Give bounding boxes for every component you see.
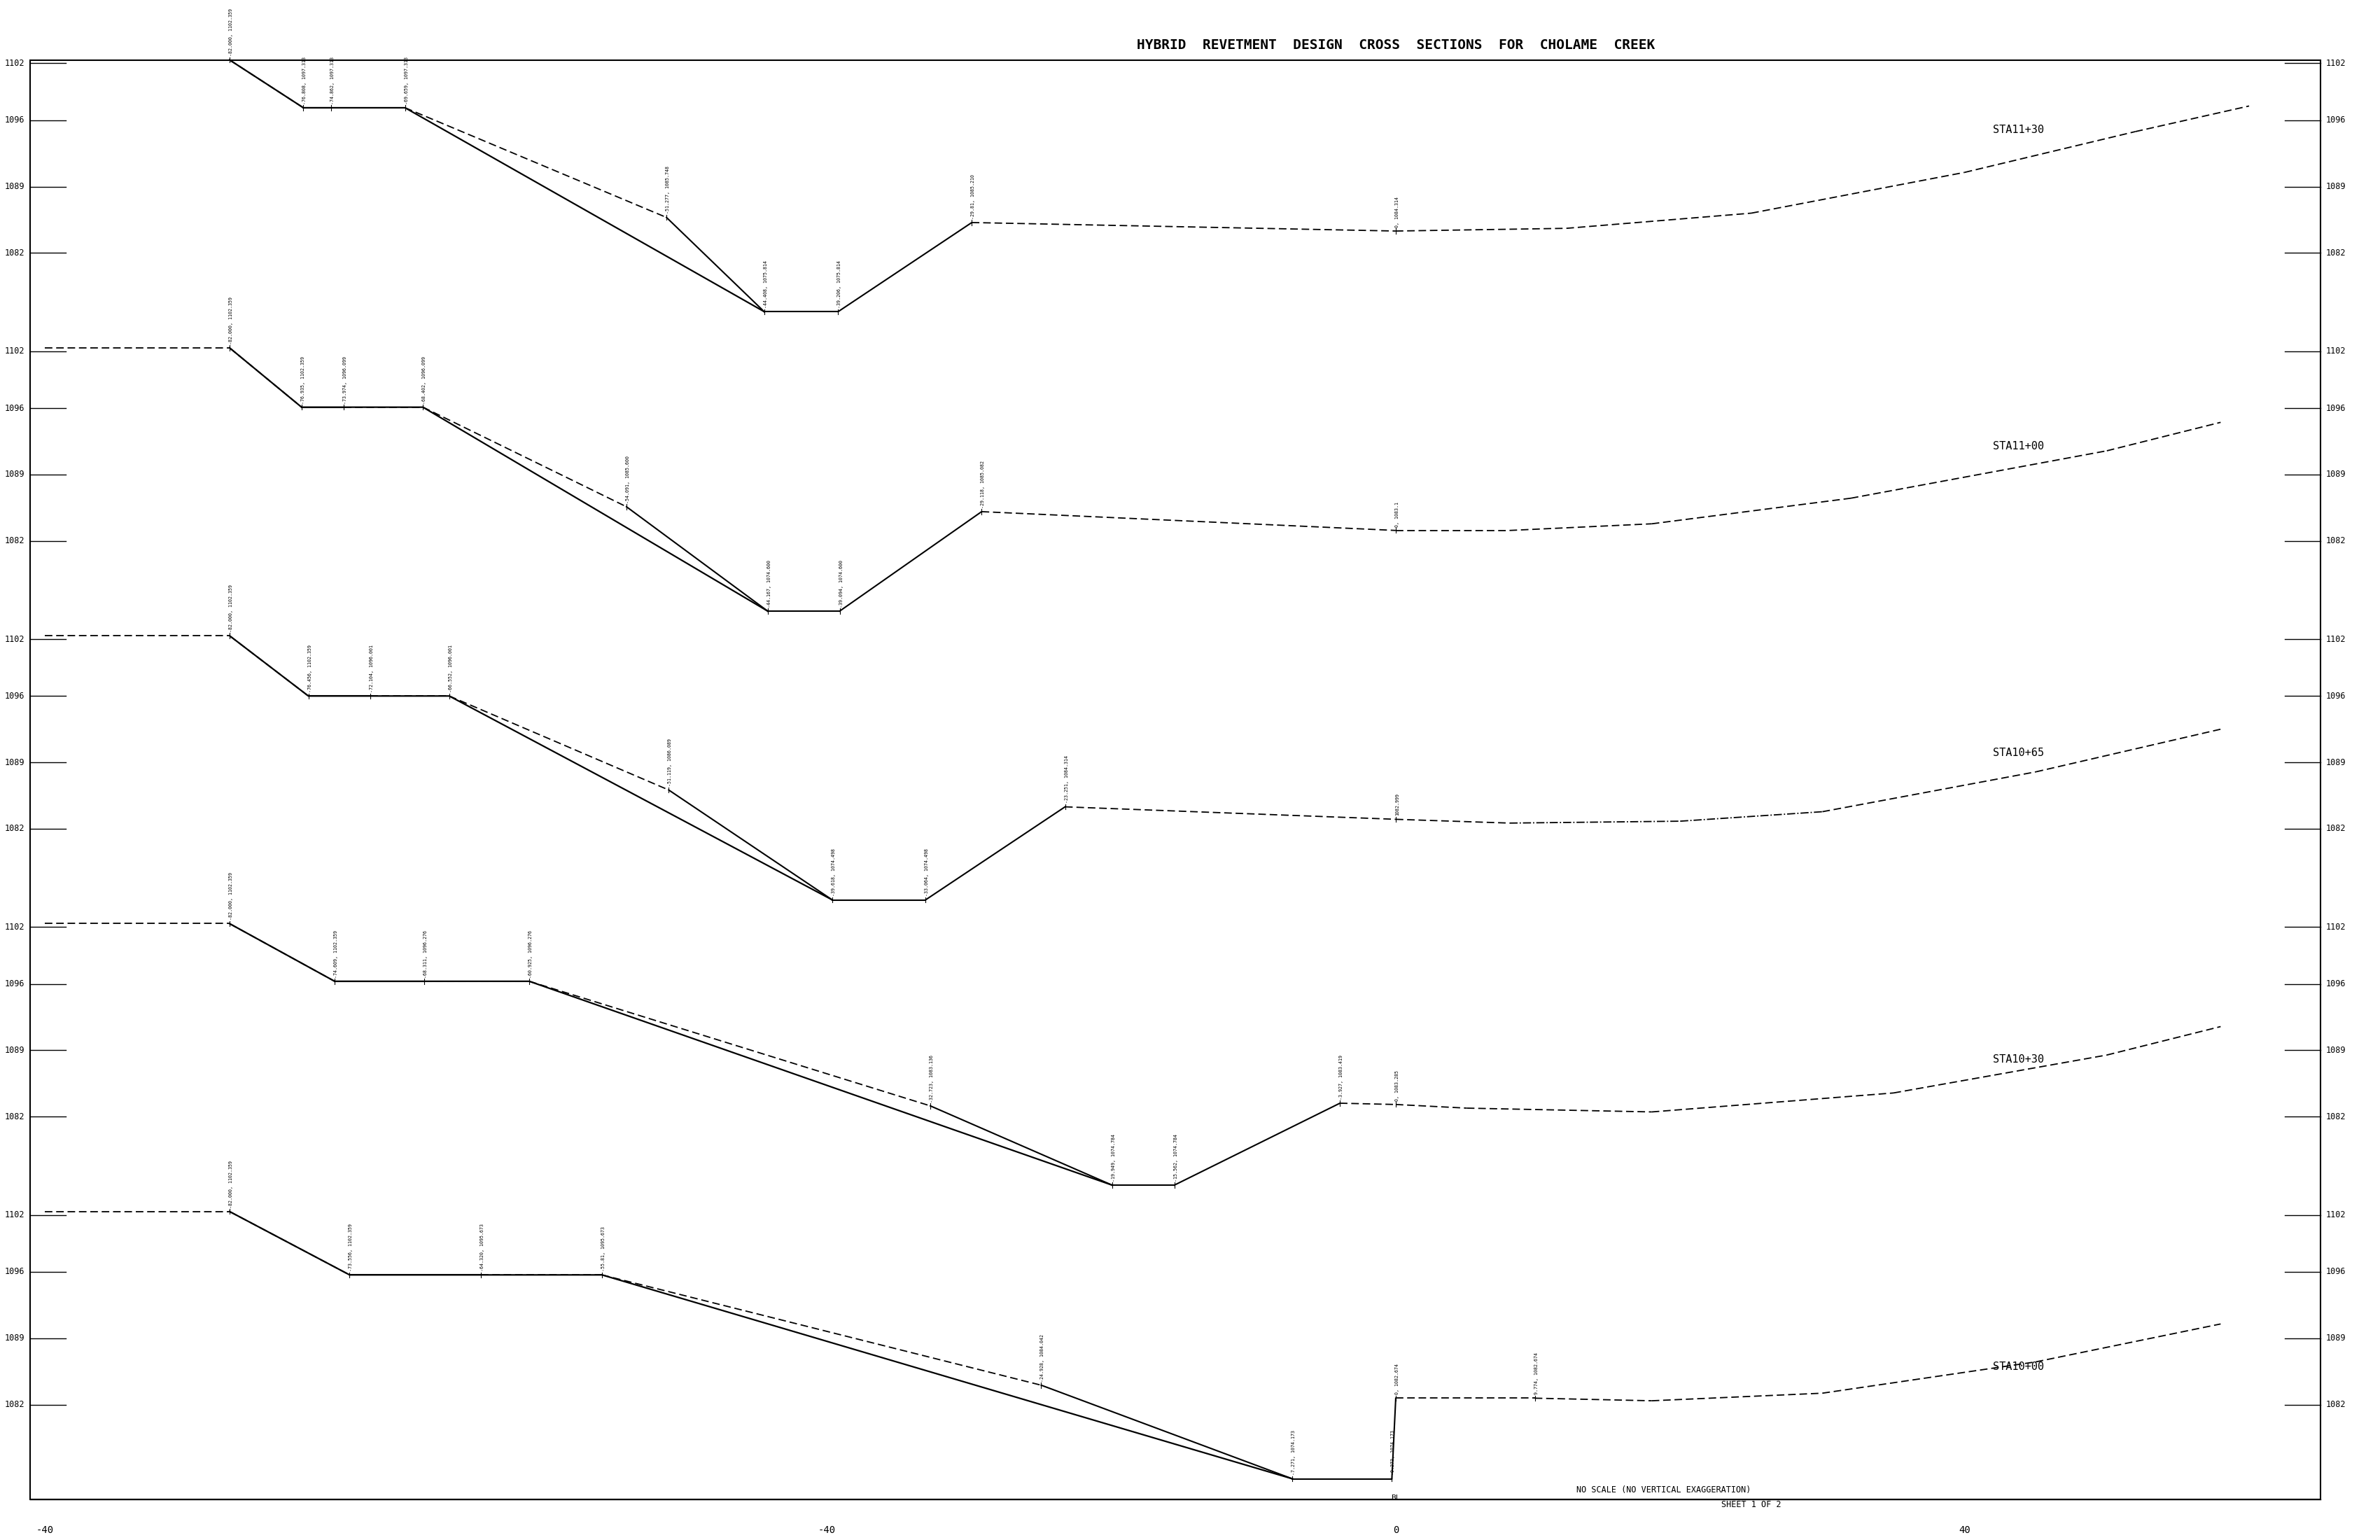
Text: -19.949, 1074.784: -19.949, 1074.784 — [1111, 1133, 1116, 1181]
Text: STA10+65: STA10+65 — [1992, 747, 2044, 758]
Text: -74.862, 1097.313: -74.862, 1097.313 — [331, 57, 336, 105]
Text: 1089: 1089 — [5, 1334, 24, 1343]
Text: -33.064, 1074.498: -33.064, 1074.498 — [926, 849, 928, 896]
Text: 1096: 1096 — [2325, 691, 2347, 701]
Text: 1102: 1102 — [2325, 1210, 2347, 1220]
Text: 1089: 1089 — [2325, 1334, 2347, 1343]
Text: 1082: 1082 — [2325, 824, 2347, 833]
Text: 1089: 1089 — [5, 182, 24, 191]
Text: -29.81, 1085.210: -29.81, 1085.210 — [971, 174, 976, 219]
Text: -76.935, 1102.359: -76.935, 1102.359 — [300, 356, 305, 403]
Text: 1096: 1096 — [2325, 1267, 2347, 1277]
Text: 0, 1083.1: 0, 1083.1 — [1395, 502, 1399, 527]
Text: 1089: 1089 — [2325, 1046, 2347, 1055]
Text: -0.273, 1074.173: -0.273, 1074.173 — [1392, 1431, 1395, 1475]
Text: -68.311, 1096.276: -68.311, 1096.276 — [424, 930, 428, 978]
Text: 1102: 1102 — [2325, 634, 2347, 644]
Text: -32.723, 1083.136: -32.723, 1083.136 — [931, 1055, 933, 1103]
Text: -24.928, 1084.042: -24.928, 1084.042 — [1040, 1334, 1045, 1381]
Text: 1096: 1096 — [5, 403, 24, 413]
Text: -40: -40 — [819, 1525, 835, 1535]
Text: 1082: 1082 — [2325, 536, 2347, 545]
Text: -69.659, 1097.313: -69.659, 1097.313 — [405, 57, 409, 105]
Text: 1082: 1082 — [5, 248, 24, 257]
Text: -72.104, 1096.001: -72.104, 1096.001 — [369, 645, 374, 693]
Text: 1082: 1082 — [2325, 1400, 2347, 1409]
Text: 9.774, 1082.674: 9.774, 1082.674 — [1535, 1352, 1537, 1395]
Text: 1102: 1102 — [5, 1210, 24, 1220]
Text: 0, 1082.674: 0, 1082.674 — [1395, 1364, 1399, 1395]
Text: 1089: 1089 — [5, 470, 24, 479]
Text: 1082: 1082 — [5, 824, 24, 833]
Text: -82.000, 1102.359: -82.000, 1102.359 — [228, 297, 233, 345]
Text: -39.094, 1074.600: -39.094, 1074.600 — [840, 561, 843, 607]
Text: NO SCALE (NO VERTICAL EXAGGERATION): NO SCALE (NO VERTICAL EXAGGERATION) — [1576, 1485, 1752, 1494]
Text: -54.091, 1085.600: -54.091, 1085.600 — [626, 456, 631, 504]
Text: 1102: 1102 — [5, 346, 24, 356]
Text: 1096: 1096 — [2325, 115, 2347, 125]
Text: STA11+00: STA11+00 — [1992, 440, 2044, 451]
Text: 1102: 1102 — [2325, 59, 2347, 68]
Text: 40: 40 — [1959, 1525, 1971, 1535]
Text: -82.000, 1102.359: -82.000, 1102.359 — [228, 9, 233, 57]
Text: -76.456, 1102.359: -76.456, 1102.359 — [307, 645, 312, 693]
Text: 1082: 1082 — [2325, 248, 2347, 257]
Text: -73.974, 1096.099: -73.974, 1096.099 — [343, 356, 347, 403]
Text: -44.408, 1075.814: -44.408, 1075.814 — [764, 260, 769, 308]
Text: 0: 0 — [1392, 1525, 1399, 1535]
Text: 1096: 1096 — [2325, 979, 2347, 989]
Text: -3.927, 1083.419: -3.927, 1083.419 — [1340, 1055, 1342, 1100]
Text: -74.609, 1102.359: -74.609, 1102.359 — [333, 930, 338, 978]
Text: -29.118, 1085.082: -29.118, 1085.082 — [981, 460, 985, 508]
Text: -66.552, 1096.001: -66.552, 1096.001 — [447, 645, 452, 693]
Text: 1102: 1102 — [5, 59, 24, 68]
Text: 1096: 1096 — [5, 1267, 24, 1277]
Text: STA10+00: STA10+00 — [1992, 1361, 2044, 1372]
Text: -51.277, 1085.748: -51.277, 1085.748 — [666, 166, 671, 214]
Text: 1082.999: 1082.999 — [1395, 793, 1399, 816]
Text: 1096: 1096 — [5, 691, 24, 701]
Text: 1089: 1089 — [2325, 758, 2347, 767]
Text: 1082: 1082 — [5, 1112, 24, 1121]
Text: 1089: 1089 — [2325, 470, 2347, 479]
Text: -39.618, 1074.498: -39.618, 1074.498 — [831, 849, 835, 896]
Text: STA10+30: STA10+30 — [1992, 1055, 2044, 1066]
Text: -64.320, 1095.673: -64.320, 1095.673 — [481, 1224, 486, 1272]
Text: -44.167, 1074.600: -44.167, 1074.600 — [766, 561, 771, 607]
Text: 1082: 1082 — [5, 1400, 24, 1409]
Text: -55.81, 1095.673: -55.81, 1095.673 — [602, 1226, 605, 1272]
Text: 1102: 1102 — [2325, 346, 2347, 356]
Text: 1102: 1102 — [5, 634, 24, 644]
Text: -15.562, 1074.784: -15.562, 1074.784 — [1173, 1133, 1178, 1181]
Text: 1089: 1089 — [2325, 182, 2347, 191]
Text: 1096: 1096 — [5, 115, 24, 125]
Text: HYBRID  REVETMENT  DESIGN  CROSS  SECTIONS  FOR  CHOLAME  CREEK: HYBRID REVETMENT DESIGN CROSS SECTIONS F… — [1138, 38, 1654, 52]
Text: SHEET 1 OF 2: SHEET 1 OF 2 — [1721, 1500, 1780, 1509]
Text: -73.556, 1102.359: -73.556, 1102.359 — [350, 1224, 352, 1272]
Text: -76.808, 1097.313: -76.808, 1097.313 — [302, 57, 307, 105]
Text: -82.000, 1102.359: -82.000, 1102.359 — [228, 872, 233, 919]
Text: 1096: 1096 — [5, 979, 24, 989]
Text: 0, 1084.314: 0, 1084.314 — [1395, 197, 1399, 228]
Text: -82.000, 1102.359: -82.000, 1102.359 — [228, 1160, 233, 1207]
Text: -40: -40 — [36, 1525, 52, 1535]
Text: BL: BL — [1390, 1494, 1399, 1502]
Text: -51.119, 1086.089: -51.119, 1086.089 — [669, 739, 671, 787]
Text: 0, 1083.285: 0, 1083.285 — [1395, 1070, 1399, 1101]
Text: 1102: 1102 — [2325, 922, 2347, 932]
Text: -60.925, 1096.276: -60.925, 1096.276 — [528, 930, 533, 978]
Text: 1089: 1089 — [5, 758, 24, 767]
Text: -82.000, 1102.359: -82.000, 1102.359 — [228, 585, 233, 631]
Text: 1089: 1089 — [5, 1046, 24, 1055]
Text: STA11+30: STA11+30 — [1992, 125, 2044, 136]
Text: -7.271, 1074.173: -7.271, 1074.173 — [1292, 1431, 1295, 1475]
Text: -39.206, 1075.814: -39.206, 1075.814 — [838, 260, 843, 308]
Text: 1096: 1096 — [2325, 403, 2347, 413]
Text: 1082: 1082 — [2325, 1112, 2347, 1121]
Text: 1102: 1102 — [5, 922, 24, 932]
Text: 1082: 1082 — [5, 536, 24, 545]
Text: -68.402, 1096.099: -68.402, 1096.099 — [421, 356, 426, 403]
Text: -23.251, 1084.314: -23.251, 1084.314 — [1064, 756, 1069, 804]
